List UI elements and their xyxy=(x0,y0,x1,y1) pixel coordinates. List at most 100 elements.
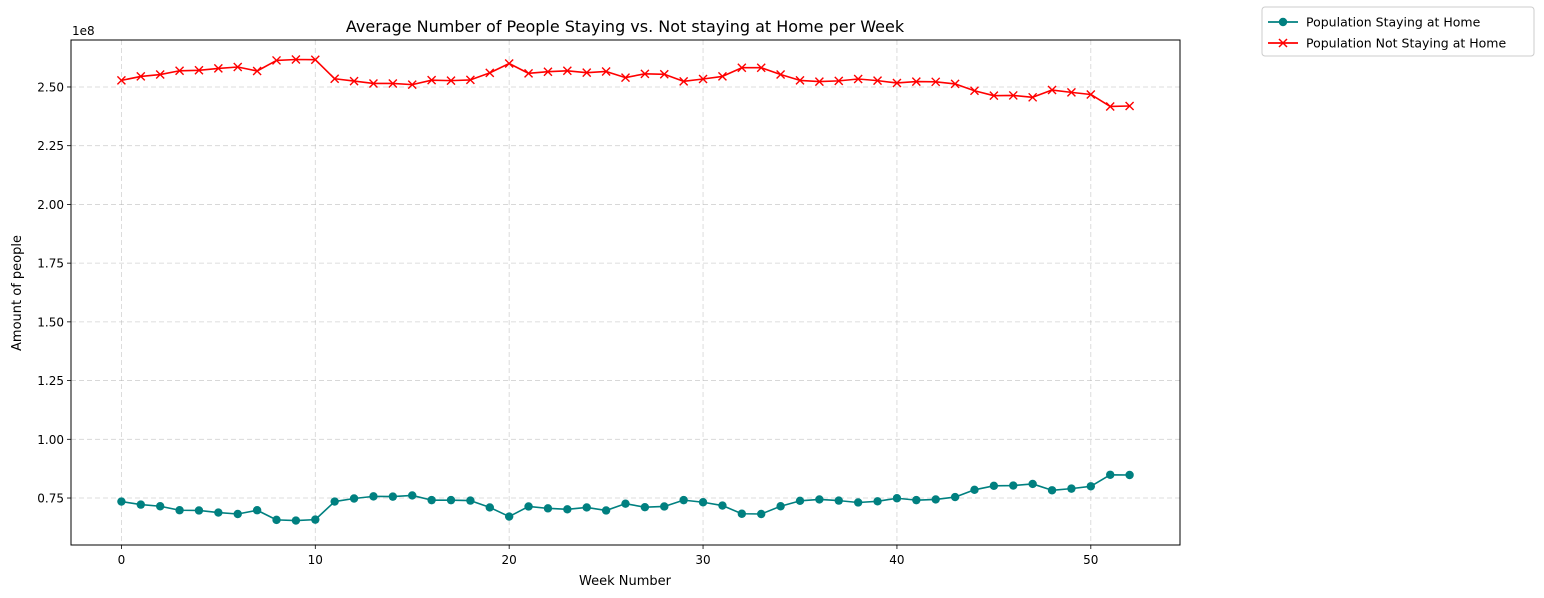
data-point xyxy=(718,501,727,510)
data-point xyxy=(756,63,766,73)
data-point xyxy=(291,516,301,525)
data-point xyxy=(873,497,882,506)
legend: Population Staying at Home Population No… xyxy=(1261,6,1535,57)
data-point xyxy=(330,74,340,84)
x-tick-label: 0 xyxy=(118,553,126,567)
data-point xyxy=(194,506,204,515)
data-point xyxy=(582,503,591,512)
y-tick-label: 2.50 xyxy=(37,80,64,94)
data-point xyxy=(717,71,727,81)
data-point xyxy=(989,91,999,101)
data-point xyxy=(524,68,534,78)
data-point xyxy=(233,62,243,72)
y-offset-text: 1e8 xyxy=(72,24,95,38)
data-point xyxy=(1009,481,1018,490)
series-layer xyxy=(116,55,1135,525)
data-point xyxy=(834,76,844,86)
data-point xyxy=(175,506,184,515)
legend-marker-not-staying xyxy=(1278,38,1288,48)
data-point xyxy=(873,76,883,86)
data-point xyxy=(1086,482,1096,491)
data-point xyxy=(582,68,592,78)
data-point xyxy=(659,69,669,79)
data-point xyxy=(485,68,495,78)
data-point xyxy=(853,74,863,84)
data-point xyxy=(427,495,436,505)
data-point xyxy=(272,515,281,525)
data-point xyxy=(311,515,320,524)
series-line xyxy=(121,58,1130,108)
data-point xyxy=(640,502,650,512)
data-point xyxy=(931,77,941,87)
data-point xyxy=(252,66,262,76)
data-point xyxy=(640,69,650,79)
data-point xyxy=(136,71,146,81)
data-point xyxy=(931,495,940,504)
x-axis-label: Week Number xyxy=(579,574,672,589)
data-point xyxy=(892,78,902,88)
series-population-not-staying-at-home xyxy=(116,55,1135,111)
data-point xyxy=(310,55,320,65)
data-point xyxy=(834,496,843,505)
data-point xyxy=(117,497,126,506)
data-point xyxy=(155,70,165,80)
data-point xyxy=(1047,486,1057,495)
legend-marker-staying xyxy=(1278,17,1288,27)
data-point xyxy=(1028,92,1038,102)
y-tick-label: 1.00 xyxy=(37,433,64,447)
data-point xyxy=(136,500,145,509)
legend-label-staying: Population Staying at Home xyxy=(1306,15,1481,30)
data-point xyxy=(446,76,456,86)
plot-frame xyxy=(70,39,1181,546)
data-point xyxy=(912,495,921,505)
data-point xyxy=(1067,484,1076,493)
x-tick-label: 20 xyxy=(502,553,517,567)
data-point xyxy=(1086,89,1096,99)
y-axis: 0.75 1.00 1.25 1.50 1.75 2.00 2.25 2.50 xyxy=(37,80,71,506)
data-point xyxy=(407,80,417,90)
data-point xyxy=(1047,85,1057,95)
data-point xyxy=(814,77,824,87)
data-point xyxy=(679,76,689,86)
data-point xyxy=(1125,101,1135,111)
data-point xyxy=(601,66,611,76)
data-point xyxy=(679,495,688,505)
x-tick-label: 40 xyxy=(889,553,904,567)
data-point xyxy=(465,75,475,85)
data-point xyxy=(970,485,979,495)
data-point xyxy=(621,73,630,83)
data-point xyxy=(155,502,165,511)
y-tick-label: 0.75 xyxy=(37,492,64,506)
data-point xyxy=(446,495,456,505)
data-point xyxy=(116,75,126,85)
y-tick-label: 1.50 xyxy=(37,315,64,329)
legend-label-not-staying: Population Not Staying at Home xyxy=(1306,36,1506,51)
data-point xyxy=(989,481,999,491)
grid xyxy=(71,40,1180,545)
data-point xyxy=(698,498,708,507)
data-point xyxy=(213,63,223,73)
series-population-staying-at-home xyxy=(117,470,1134,525)
data-point xyxy=(660,502,669,511)
data-point xyxy=(815,495,824,504)
data-point xyxy=(214,508,223,517)
data-point xyxy=(563,505,572,514)
data-point xyxy=(408,491,417,500)
data-point xyxy=(543,504,553,513)
x-tick-label: 10 xyxy=(308,553,323,567)
data-point xyxy=(601,506,611,515)
legend-frame xyxy=(1261,6,1535,57)
data-point xyxy=(427,75,437,85)
data-point xyxy=(1125,470,1134,480)
data-point xyxy=(562,66,572,76)
data-point xyxy=(795,75,805,85)
data-point xyxy=(485,503,494,512)
data-point xyxy=(969,86,979,96)
data-point xyxy=(737,509,747,518)
data-point xyxy=(233,509,242,519)
data-point xyxy=(911,77,921,87)
data-point xyxy=(504,512,514,521)
x-tick-label: 50 xyxy=(1083,553,1098,567)
y-tick-label: 2.25 xyxy=(37,139,64,153)
data-point xyxy=(252,506,262,515)
